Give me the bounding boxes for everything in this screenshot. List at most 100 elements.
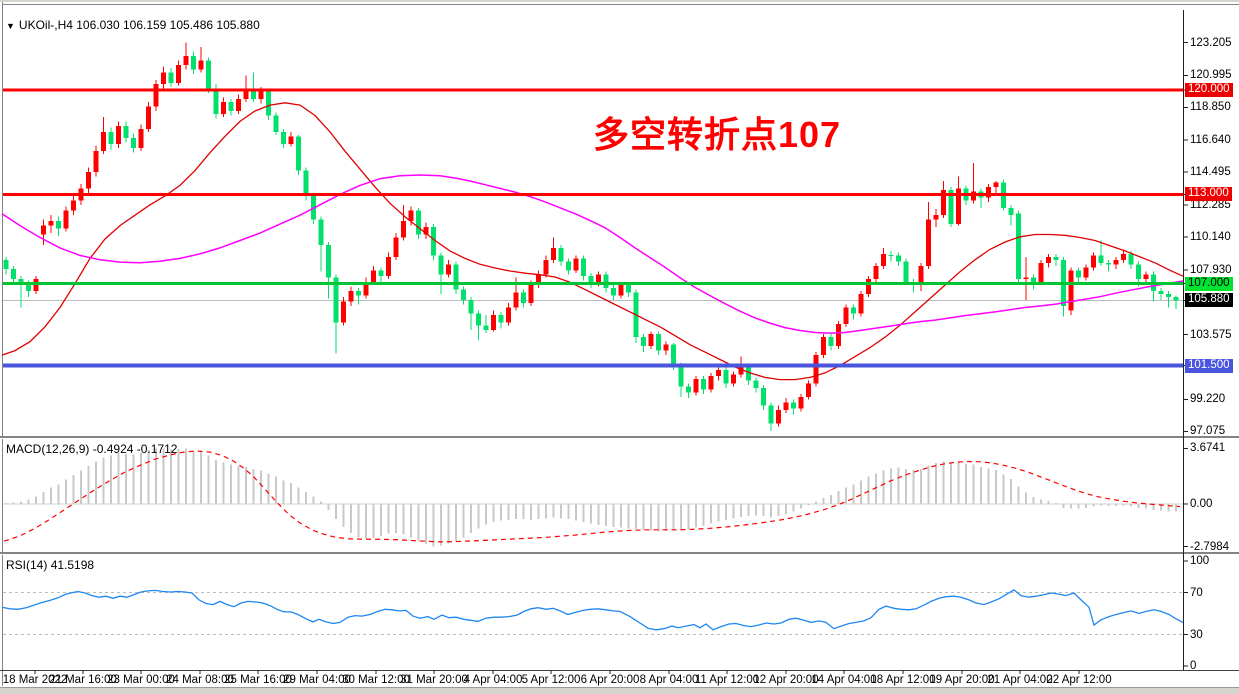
rsi-tick-0: 0 [1190, 660, 1197, 672]
time-tick: 12 Apr 20:00 [753, 674, 819, 686]
candle-body [993, 182, 999, 187]
candle-body [1068, 270, 1074, 311]
candle-body [656, 334, 661, 351]
candle-body [303, 170, 309, 196]
price-tick-123.205: 123.205 [1190, 36, 1232, 49]
macd-tick--2.7984: -2.7984 [1190, 540, 1230, 553]
time-tick: 21 Mar 16:00 [49, 674, 117, 686]
rsi-tick-100: 100 [1190, 555, 1210, 567]
candle-body [1023, 277, 1029, 280]
price-chip-107.000: 107.000 [1185, 276, 1233, 291]
candle-body [251, 88, 256, 100]
candle-body [746, 366, 751, 381]
candle-body [1173, 297, 1179, 301]
candle-body [3, 259, 9, 269]
candle-body [476, 313, 481, 326]
rsi-tick-30: 30 [1190, 628, 1203, 641]
candle-body [18, 279, 24, 284]
candle-body [858, 294, 864, 314]
candle-body [431, 227, 436, 256]
symbol-ohlc-text: UKOil-,H4 106.030 106.159 105.486 105.88… [18, 18, 260, 32]
candle-body [701, 378, 706, 390]
time-tick: 29 Mar 04:00 [283, 674, 351, 686]
price-chip-120.000: 120.000 [1185, 83, 1233, 98]
candle-body [41, 225, 46, 235]
candle-body [1083, 267, 1089, 278]
candle-body [288, 136, 294, 144]
candle-body [768, 405, 774, 424]
rsi-line [1, 589, 1184, 631]
time-tick: 4 Apr 04:00 [463, 674, 523, 686]
chevron-down-icon[interactable]: ▼ [6, 21, 15, 31]
price-tick-114.495: 114.495 [1190, 166, 1231, 179]
rsi-title: RSI(14) [6, 558, 48, 572]
price-chip-113.000: 113.000 [1185, 187, 1232, 202]
candle-body [1136, 264, 1141, 280]
candle-body [26, 283, 31, 292]
candle-body [753, 380, 759, 388]
candle-body [828, 337, 834, 347]
candle-body [626, 285, 631, 293]
candle-body [1143, 274, 1149, 280]
candle-body [1016, 213, 1021, 280]
candle-body [281, 131, 286, 144]
candle-body [1076, 270, 1081, 278]
symbol-info[interactable]: ▼ UKOil-,H4 106.030 106.159 105.486 105.8… [6, 18, 260, 32]
candle-body [491, 314, 496, 330]
candle-body [776, 410, 781, 424]
candle-body [438, 255, 444, 275]
candle-body [326, 244, 331, 278]
candle-body [536, 274, 541, 286]
candle-body [806, 383, 811, 397]
candle-body [108, 131, 114, 144]
candle-body [551, 247, 556, 260]
time-tick: 18 Apr 12:00 [870, 674, 936, 686]
macd-tick-0.00: 0.00 [1190, 498, 1213, 510]
candle-body [1098, 255, 1104, 263]
price-tick-120.995: 120.995 [1190, 69, 1232, 82]
rsi-tick-70: 70 [1190, 586, 1203, 599]
candle-body [678, 365, 684, 387]
candle-body [603, 274, 609, 289]
candle-body [453, 264, 459, 290]
time-tick: 23 Mar 00:00 [107, 674, 175, 686]
candle-body [423, 227, 429, 235]
candle-body [206, 60, 211, 89]
candle-body [213, 88, 219, 115]
candle-body [416, 210, 421, 235]
candle-body [693, 378, 699, 393]
candle-body [56, 221, 61, 229]
time-tick: 14 Apr 04:00 [811, 674, 877, 686]
ma-slow-line [1, 174, 1184, 334]
candle-body [153, 84, 159, 107]
candle-body [903, 261, 909, 283]
candle-body [363, 282, 369, 296]
candle-body [948, 189, 954, 225]
candle-body [161, 72, 166, 85]
price-tick-110.140: 110.140 [1190, 230, 1231, 243]
candle-body [813, 355, 819, 384]
candle-body [731, 374, 736, 384]
candle-body [566, 261, 571, 271]
candle-body [528, 285, 534, 303]
candle-body [446, 264, 451, 275]
candle-body [521, 292, 526, 303]
rsi-indicator-label: RSI(14) 41.5198 [6, 558, 94, 572]
candle-body [843, 307, 849, 324]
candle-body [581, 258, 586, 277]
candle-body [11, 268, 16, 280]
candle-body [393, 237, 399, 257]
candle-body [1158, 291, 1164, 295]
annotation-text: 多空转折点107 [593, 114, 842, 155]
macd-value-signal: -0.1712 [136, 442, 178, 456]
candle-body [896, 255, 901, 262]
candle-body [191, 55, 196, 70]
candle-body [573, 258, 579, 271]
candle-body [318, 219, 324, 245]
candle-body [686, 386, 691, 393]
candle-body [86, 172, 91, 189]
bottom-scroll-strip[interactable] [0, 687, 1239, 694]
candle-body [461, 289, 466, 301]
candle-body [836, 323, 841, 347]
